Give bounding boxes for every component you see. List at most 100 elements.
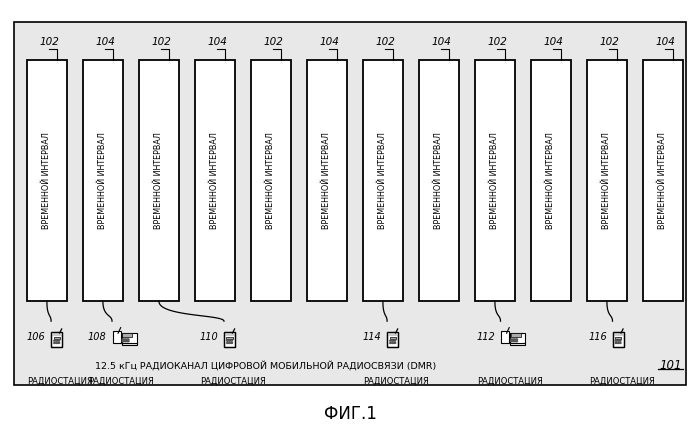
- Text: 104: 104: [95, 37, 115, 47]
- Text: РАДИОСТАЦИЯ: РАДИОСТАЦИЯ: [88, 377, 154, 385]
- Bar: [501, 331, 509, 343]
- Text: ВРЕМЕННОЙ ИНТЕРВАЛ: ВРЕМЕННОЙ ИНТЕРВАЛ: [155, 132, 163, 229]
- Text: 104: 104: [655, 37, 675, 47]
- Circle shape: [392, 342, 393, 343]
- Circle shape: [127, 341, 129, 342]
- Text: РАДИОСТАЦИЯ: РАДИОСТАЦИЯ: [589, 377, 654, 385]
- Circle shape: [229, 342, 230, 343]
- Bar: [511, 334, 521, 337]
- Circle shape: [390, 340, 391, 341]
- Bar: [51, 332, 62, 347]
- Text: РАДИОСТАЦИЯ: РАДИОСТАЦИЯ: [477, 377, 542, 385]
- Bar: [227, 337, 232, 339]
- Circle shape: [122, 341, 124, 342]
- Text: 108: 108: [88, 332, 106, 342]
- Circle shape: [58, 340, 60, 341]
- Text: РАДИОСТАЦИЯ: РАДИОСТАЦИЯ: [363, 377, 429, 385]
- Bar: [251, 60, 291, 301]
- Text: ВРЕМЕННОЙ ИНТЕРВАЛ: ВРЕМЕННОЙ ИНТЕРВАЛ: [491, 132, 499, 229]
- Circle shape: [125, 341, 127, 342]
- Text: ФИГ.1: ФИГ.1: [323, 405, 377, 423]
- Circle shape: [620, 340, 621, 341]
- Circle shape: [615, 340, 617, 341]
- Bar: [14, 22, 686, 385]
- Text: 102: 102: [151, 37, 171, 47]
- Bar: [122, 334, 132, 337]
- Text: ВРЕМЕННОЙ ИНТЕРВАЛ: ВРЕМЕННОЙ ИНТЕРВАЛ: [379, 132, 387, 229]
- Text: 112: 112: [476, 332, 495, 342]
- Circle shape: [231, 340, 232, 341]
- Text: 102: 102: [599, 37, 619, 47]
- Bar: [587, 60, 627, 301]
- Bar: [643, 60, 683, 301]
- Text: ВРЕМЕННОЙ ИНТЕРВАЛ: ВРЕМЕННОЙ ИНТЕРВАЛ: [659, 132, 667, 229]
- Bar: [224, 332, 235, 336]
- Circle shape: [227, 340, 228, 341]
- Text: ВРЕМЕННОЙ ИНТЕРВАЛ: ВРЕМЕННОЙ ИНТЕРВАЛ: [267, 132, 275, 229]
- Circle shape: [56, 342, 57, 343]
- Bar: [27, 60, 67, 301]
- Text: ВРЕМЕННОЙ ИНТЕРВАЛ: ВРЕМЕННОЙ ИНТЕРВАЛ: [603, 132, 611, 229]
- Circle shape: [510, 339, 512, 340]
- Text: 102: 102: [39, 37, 59, 47]
- Text: 102: 102: [263, 37, 283, 47]
- Text: 102: 102: [375, 37, 395, 47]
- Bar: [615, 337, 621, 339]
- Text: РАДИОСТАЦИЯ: РАДИОСТАЦИЯ: [200, 377, 266, 385]
- Text: ВРЕМЕННОЙ ИНТЕРВАЛ: ВРЕМЕННОЙ ИНТЕРВАЛ: [211, 132, 219, 229]
- Bar: [510, 342, 525, 345]
- Bar: [390, 337, 395, 339]
- Bar: [224, 332, 235, 347]
- Bar: [307, 60, 347, 301]
- Circle shape: [513, 339, 515, 340]
- Bar: [387, 332, 398, 347]
- Text: ВРЕМЕННОЙ ИНТЕРВАЛ: ВРЕМЕННОЙ ИНТЕРВАЛ: [323, 132, 331, 229]
- Text: ВРЕМЕННОЙ ИНТЕРВАЛ: ВРЕМЕННОЙ ИНТЕРВАЛ: [435, 132, 443, 229]
- Text: 101: 101: [659, 359, 682, 372]
- Circle shape: [516, 339, 517, 340]
- Text: 104: 104: [319, 37, 339, 47]
- Circle shape: [513, 341, 515, 342]
- Circle shape: [231, 342, 232, 343]
- Bar: [122, 342, 136, 345]
- Bar: [475, 60, 515, 301]
- Circle shape: [394, 340, 395, 341]
- Bar: [531, 60, 571, 301]
- Circle shape: [227, 342, 228, 343]
- Bar: [612, 332, 624, 347]
- Bar: [139, 60, 179, 301]
- Text: 104: 104: [543, 37, 563, 47]
- Circle shape: [127, 339, 129, 340]
- Bar: [14, 22, 686, 385]
- Text: ВРЕМЕННОЙ ИНТЕРВАЛ: ВРЕМЕННОЙ ИНТЕРВАЛ: [43, 132, 51, 229]
- Circle shape: [56, 340, 57, 341]
- Circle shape: [510, 341, 512, 342]
- Bar: [54, 337, 60, 339]
- Bar: [195, 60, 235, 301]
- Circle shape: [390, 342, 391, 343]
- Circle shape: [615, 342, 617, 343]
- Bar: [83, 60, 123, 301]
- Text: ВРЕМЕННОЙ ИНТЕРВАЛ: ВРЕМЕННОЙ ИНТЕРВАЛ: [547, 132, 555, 229]
- Text: 12.5 кГц РАДИОКАНАЛ ЦИФРОВОЙ МОБИЛЬНОЙ РАДИОСВЯЗИ (DMR): 12.5 кГц РАДИОКАНАЛ ЦИФРОВОЙ МОБИЛЬНОЙ Р…: [95, 361, 437, 370]
- Bar: [363, 60, 403, 301]
- Text: 114: 114: [363, 332, 382, 342]
- Circle shape: [122, 339, 124, 340]
- Circle shape: [394, 342, 395, 343]
- Circle shape: [516, 341, 517, 342]
- Circle shape: [617, 340, 619, 341]
- Bar: [387, 332, 398, 336]
- Circle shape: [54, 340, 55, 341]
- Text: 104: 104: [207, 37, 227, 47]
- Circle shape: [125, 339, 127, 340]
- Text: 102: 102: [487, 37, 507, 47]
- Bar: [387, 332, 398, 347]
- Bar: [224, 332, 235, 347]
- Bar: [612, 332, 624, 336]
- Circle shape: [392, 340, 393, 341]
- Text: РАДИОСТАЦИЯ: РАДИОСТАЦИЯ: [27, 377, 93, 385]
- Text: ВРЕМЕННОЙ ИНТЕРВАЛ: ВРЕМЕННОЙ ИНТЕРВАЛ: [99, 132, 107, 229]
- Text: 116: 116: [588, 332, 607, 342]
- Bar: [51, 332, 62, 336]
- Circle shape: [229, 340, 230, 341]
